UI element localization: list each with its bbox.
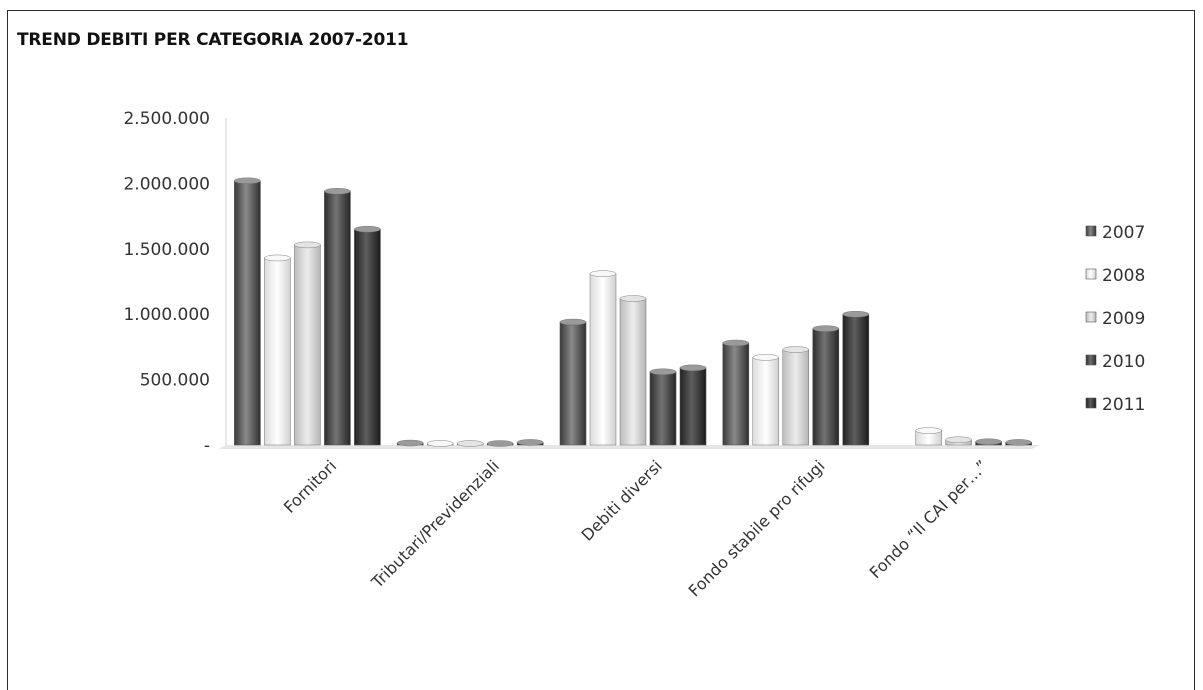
bar-cap — [294, 242, 320, 248]
bar-2007-0 — [234, 178, 260, 445]
bar-2009-2 — [620, 296, 646, 445]
bar-body — [843, 314, 869, 445]
y-tick-label: 2.000.000 — [123, 174, 210, 194]
bar-body — [294, 245, 320, 445]
bar-cap — [1006, 439, 1032, 445]
bars-layer — [234, 178, 1031, 447]
bar-body — [234, 181, 260, 445]
y-tick-label: 1.500.000 — [123, 240, 210, 260]
bar-body — [620, 299, 646, 445]
legend-item-2011: 2011 — [1086, 395, 1145, 415]
bar-cap — [753, 354, 779, 360]
bar-2011-2 — [680, 365, 706, 445]
bar-body — [324, 191, 350, 445]
bar-body — [560, 322, 586, 445]
bar-body — [753, 357, 779, 445]
bar-body — [650, 372, 676, 445]
bar-cap — [487, 441, 513, 447]
legend-swatch — [1086, 269, 1096, 279]
bar-cap — [590, 271, 616, 277]
bar-2011-3 — [843, 311, 869, 445]
bar-cap — [560, 319, 586, 325]
bar-cap — [397, 440, 423, 446]
legend-swatch — [1086, 398, 1096, 408]
bar-cap — [916, 428, 942, 434]
y-tick-label: 500.000 — [140, 371, 210, 391]
legend-item-2010: 2010 — [1086, 352, 1145, 372]
y-tick-label: 2.500.000 — [123, 109, 210, 129]
bar-2008-3 — [753, 354, 779, 445]
bar-2009-3 — [783, 347, 809, 445]
bar-cap — [946, 437, 972, 443]
legend-swatch — [1086, 355, 1096, 365]
legend-label: 2008 — [1102, 266, 1145, 286]
bar-cap — [264, 255, 290, 261]
x-category-label: Fondo stabile pro rifugi — [685, 456, 829, 600]
bar-2008-1 — [427, 441, 453, 447]
bar-2008-4 — [916, 428, 942, 445]
legend-label: 2011 — [1102, 395, 1145, 415]
bar-cap — [620, 296, 646, 302]
bar-cap — [517, 439, 543, 445]
bar-body — [680, 368, 706, 445]
bar-body — [723, 343, 749, 445]
bar-2011-1 — [517, 439, 543, 445]
y-tick-label: - — [204, 436, 210, 456]
bar-2008-0 — [264, 255, 290, 445]
bar-cap — [324, 188, 350, 194]
bar-body — [264, 258, 290, 445]
x-category-label: Fornitori — [280, 456, 340, 516]
bar-2010-4 — [976, 439, 1002, 445]
bar-2007-2 — [560, 319, 586, 445]
x-category-label: Fondo “Il CAI per…” — [866, 456, 992, 582]
x-category-label: Debiti diversi — [578, 456, 666, 544]
bar-2009-4 — [946, 437, 972, 445]
bar-cap — [813, 326, 839, 332]
bar-2009-1 — [457, 441, 483, 447]
bar-2010-1 — [487, 441, 513, 447]
bar-2011-4 — [1006, 439, 1032, 445]
legend-label: 2009 — [1102, 309, 1145, 329]
bar-2011-0 — [354, 226, 380, 445]
bar-cap — [783, 347, 809, 353]
legend-swatch — [1086, 226, 1096, 236]
labels-layer: Fornitori Tributari/Previdenziali Debiti d… — [280, 456, 992, 600]
bar-2007-1 — [397, 440, 423, 446]
bar-body — [354, 229, 380, 445]
x-category-label: Tributari/Previdenziali — [367, 456, 503, 592]
bar-cap — [843, 311, 869, 317]
bar-2007-3 — [723, 340, 749, 445]
bar-body — [783, 350, 809, 445]
bar-cap — [457, 441, 483, 447]
bar-cap — [680, 365, 706, 371]
bar-2010-3 — [813, 326, 839, 445]
legend-label: 2010 — [1102, 352, 1145, 372]
bar-cap — [723, 340, 749, 346]
bar-2010-0 — [324, 188, 350, 445]
bar-cap — [234, 178, 260, 184]
bar-cap — [427, 441, 453, 447]
legend-item-2007: 2007 — [1086, 223, 1145, 243]
bar-2009-0 — [294, 242, 320, 445]
bar-body — [590, 274, 616, 445]
bar-2008-2 — [590, 271, 616, 445]
bar-2010-2 — [650, 369, 676, 445]
legend: 2007 2008 2009 2010 2011 — [1086, 223, 1145, 415]
legend-label: 2007 — [1102, 223, 1145, 243]
legend-item-2008: 2008 — [1086, 266, 1145, 286]
bar-cap — [650, 369, 676, 375]
bar-cap — [354, 226, 380, 232]
bar-body — [813, 329, 839, 445]
x-axis-floor — [218, 445, 1040, 449]
legend-swatch — [1086, 312, 1096, 322]
legend-item-2009: 2009 — [1086, 309, 1145, 329]
y-tick-label: 1.000.000 — [123, 305, 210, 325]
bar-cap — [976, 439, 1002, 445]
